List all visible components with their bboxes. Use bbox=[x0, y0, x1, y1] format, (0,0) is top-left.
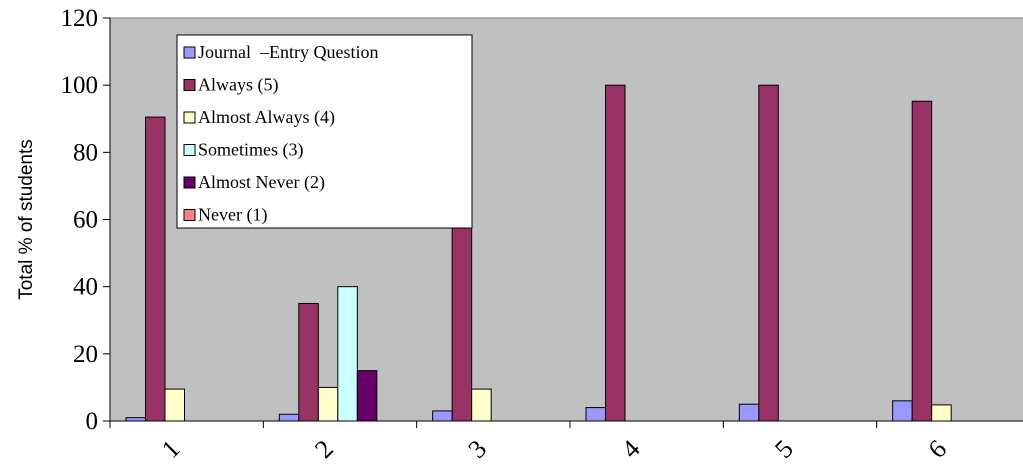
bar-3-6 bbox=[931, 404, 952, 422]
bar-4-2 bbox=[337, 286, 358, 422]
y-tick-label: 40 bbox=[73, 274, 98, 301]
legend-swatch bbox=[183, 111, 196, 124]
bar-1-1 bbox=[125, 417, 146, 422]
x-tick-label: 6 bbox=[922, 434, 952, 464]
y-tick-label: 60 bbox=[73, 207, 98, 234]
y-axis-title: Total % of students bbox=[16, 139, 37, 300]
bar-3-2 bbox=[317, 386, 339, 422]
x-axis: 1 2 3 4 5 6 bbox=[109, 420, 1023, 464]
bar-2-1 bbox=[145, 116, 166, 422]
bar-3-3 bbox=[471, 388, 492, 422]
bar-1-4 bbox=[585, 407, 606, 422]
y-tick-label: 0 bbox=[86, 408, 99, 435]
legend-swatch bbox=[183, 209, 196, 221]
x-tick-label: 5 bbox=[769, 434, 799, 464]
legend-box bbox=[176, 34, 473, 229]
legend: Journal –Entry Question Always (5) Almost … bbox=[176, 34, 473, 229]
y-axis: 0 20 40 60 80 100 120 bbox=[61, 5, 111, 435]
legend-swatch bbox=[183, 144, 196, 156]
x-tick-label: 3 bbox=[462, 434, 492, 464]
bar-2-4 bbox=[605, 84, 626, 422]
legend-swatch bbox=[183, 79, 196, 91]
bar-2-6 bbox=[911, 100, 933, 422]
legend-swatch bbox=[183, 176, 196, 189]
y-tick-label: 20 bbox=[73, 341, 98, 368]
legend-label: Almost Always (4) bbox=[198, 107, 335, 128]
bar-1-2 bbox=[278, 413, 300, 422]
legend-label: Journal –Entry Question bbox=[198, 42, 378, 62]
legend-label: Always (5) bbox=[198, 75, 278, 96]
legend-label: Sometimes (3) bbox=[198, 140, 304, 161]
legend-label: Never (1) bbox=[198, 205, 267, 226]
x-tick-label: 1 bbox=[156, 434, 186, 464]
bar-3-1 bbox=[164, 388, 185, 422]
legend-swatch bbox=[183, 46, 196, 59]
x-tick-label: 2 bbox=[309, 434, 339, 464]
bar-5-2 bbox=[356, 370, 378, 422]
legend-label: Almost Never (2) bbox=[198, 172, 325, 193]
bar-2-5 bbox=[758, 84, 779, 422]
y-tick-label: 100 bbox=[61, 72, 99, 99]
bar-2-2 bbox=[298, 302, 319, 422]
bar-1-6 bbox=[892, 400, 913, 422]
y-tick-label: 120 bbox=[61, 5, 99, 32]
bar-1-5 bbox=[738, 403, 760, 422]
bar-1-3 bbox=[432, 410, 453, 422]
x-tick-label: 4 bbox=[616, 434, 646, 464]
y-tick-label: 80 bbox=[73, 139, 98, 166]
